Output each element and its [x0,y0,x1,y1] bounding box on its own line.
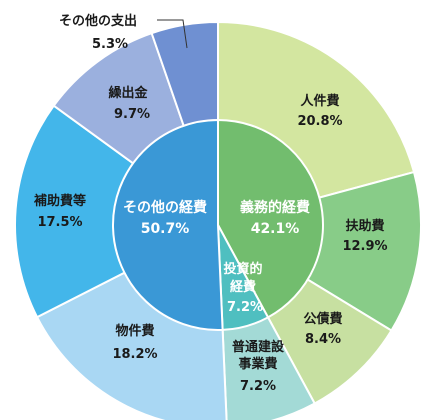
label-investment-costs-name-line2: 経費 [230,279,256,295]
label-mandatory-costs-value: 42.1% [251,221,300,237]
label-transfers-value: 9.7% [114,107,150,122]
label-mandatory-costs-name: 義務的経費 [240,199,310,216]
label-supplies-value: 18.2% [112,347,157,362]
label-construction-value: 7.2% [240,379,276,394]
label-welfare-name: 扶助費 [345,218,384,234]
label-other-costs-name: その他の経費 [123,199,207,216]
label-welfare-value: 12.9% [342,239,387,254]
label-investment-costs-name-line1: 投資的 [223,261,262,277]
label-subsidies-value: 17.5% [37,215,82,230]
outer-labels: その他の支出 5.3% 人件費 20.8% 扶助費 12.9% 公債費 8.4%… [33,13,388,394]
label-debt-name: 公債費 [303,311,342,327]
label-investment-costs-value: 7.2% [227,300,263,315]
inner-labels: その他の経費 50.7% 義務的経費 42.1% 投資的 経費 7.2% [123,199,310,315]
label-other-expenditure-value: 5.3% [92,37,128,52]
label-supplies-name: 物件費 [115,323,154,339]
label-transfers-name: 繰出金 [108,85,148,101]
inner-slice-2 [112,118,224,331]
label-subsidies-name: 補助費等 [33,193,86,209]
label-construction-name-line2: 事業費 [238,356,277,372]
label-other-costs-value: 50.7% [141,221,190,237]
label-debt-value: 8.4% [305,332,341,347]
inner-slice-0 [217,118,324,319]
label-other-expenditure-name: その他の支出 [59,13,137,29]
label-construction-name-line1: 普通建設 [232,339,285,355]
inner-ring [112,118,324,331]
label-personnel-name: 人件費 [300,93,339,109]
label-personnel-value: 20.8% [297,114,342,129]
leader-line-other-expenditure [157,19,188,49]
